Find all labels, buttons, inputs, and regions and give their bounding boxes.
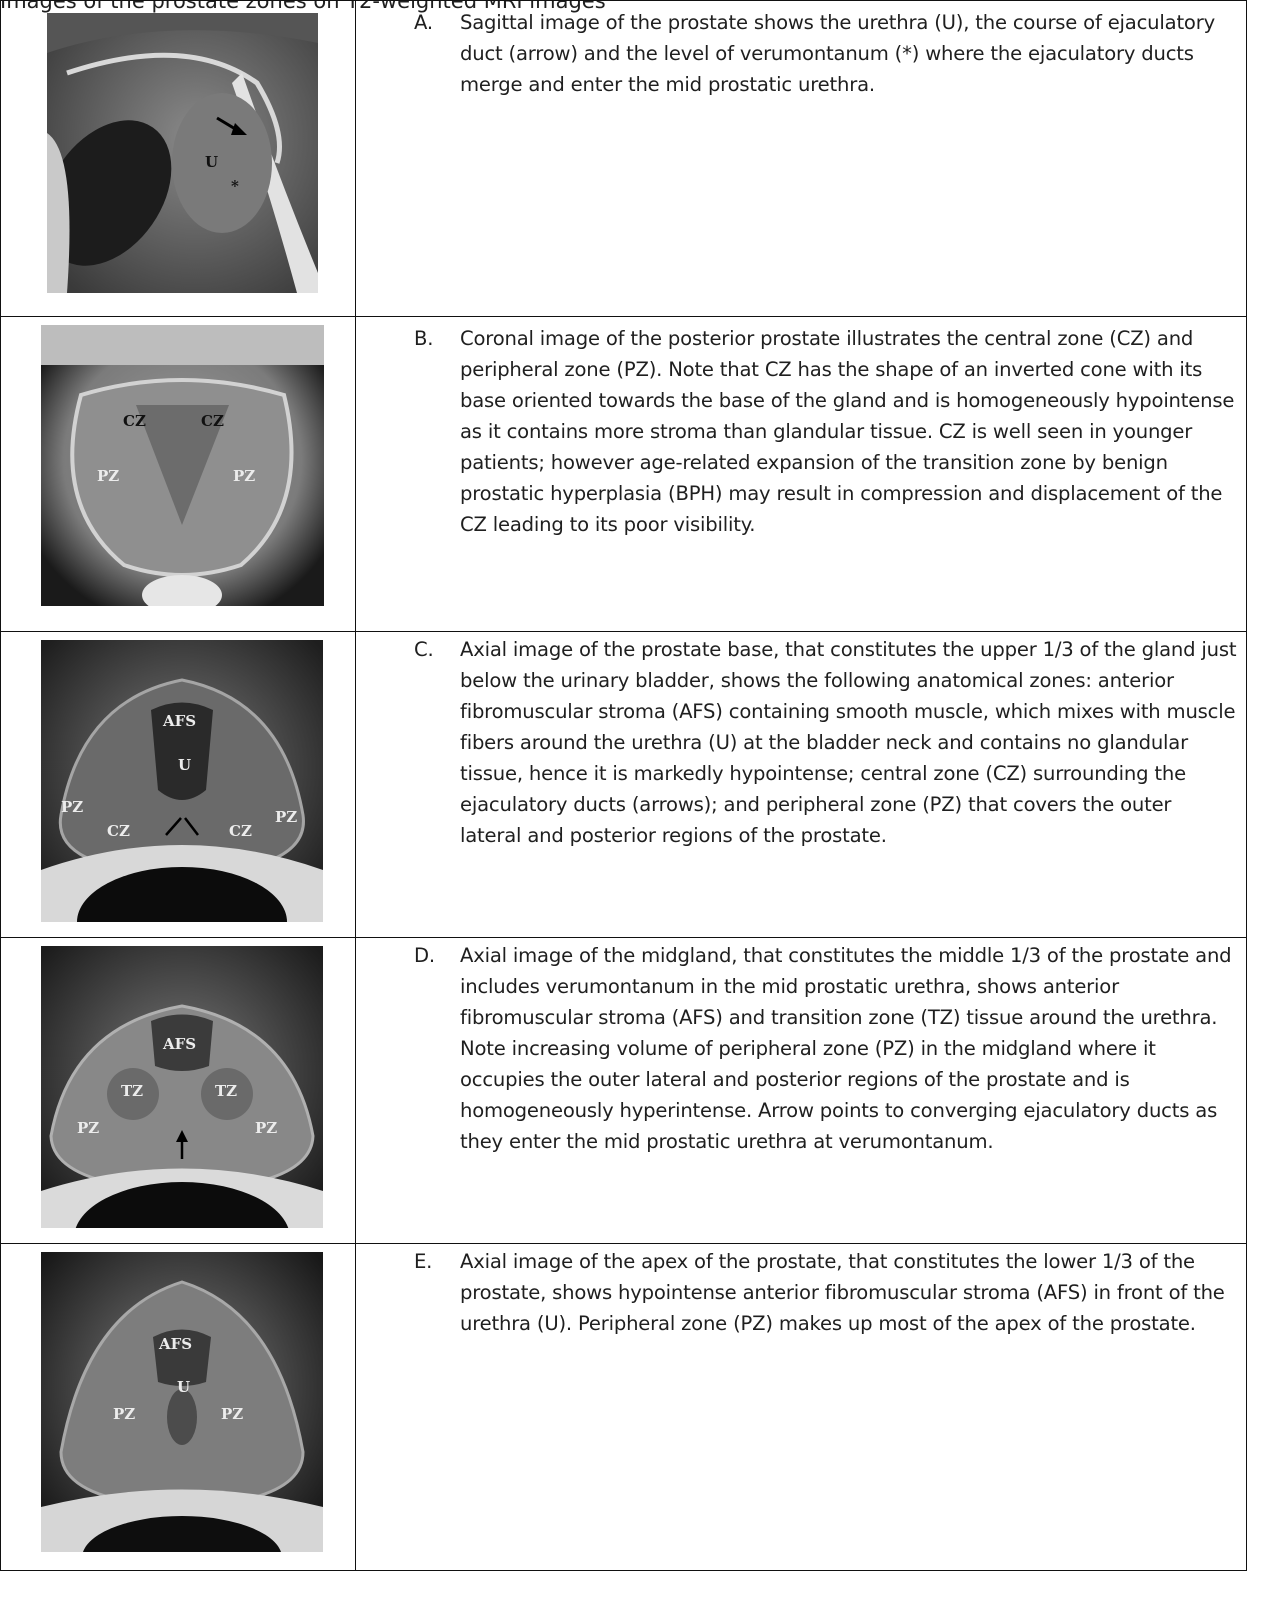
mri-label-cz-left: CZ [107,822,130,840]
table-row-c: AFS U PZ CZ CZ PZ C. Axial image of the … [0,631,1247,938]
caption-c: C. Axial image of the prostate base, tha… [414,634,1238,851]
mri-image-axial-base: AFS U PZ CZ CZ PZ [41,640,323,922]
text-cell-e: E. Axial image of the apex of the prosta… [355,1243,1247,1571]
mri-label-pz-left: PZ [77,1119,99,1137]
caption-letter-a: A. [414,11,433,34]
mri-label-u: U [205,153,218,171]
mri-label-asterisk: * [231,177,239,195]
caption-a: A. Sagittal image of the prostate shows … [414,7,1238,100]
caption-letter-c: C. [414,638,434,661]
mri-label-pz-right: PZ [275,808,297,826]
text-cell-a: A. Sagittal image of the prostate shows … [355,0,1247,317]
mri-label-pz-left: PZ [61,798,83,816]
text-cell-c: C. Axial image of the prostate base, tha… [355,631,1247,938]
text-cell-d: D. Axial image of the midgland, that con… [355,937,1247,1244]
mri-image-coronal: CZ CZ PZ PZ [41,325,324,606]
caption-letter-e: E. [414,1250,433,1273]
mri-label-cz-right: CZ [201,412,224,430]
mri-label-afs: AFS [162,712,196,730]
table-row-d: AFS TZ TZ PZ PZ D. Axial image of the mi… [0,937,1247,1244]
caption-text-c: Axial image of the prostate base, that c… [460,638,1237,847]
image-cell-d: AFS TZ TZ PZ PZ [0,937,356,1244]
caption-letter-b: B. [414,327,434,350]
table-row-a: U * A. Sagittal image of the prostate sh… [0,0,1247,317]
mri-label-cz-left: CZ [123,412,146,430]
mri-image-sagittal: U * [47,13,318,293]
mri-label-pz-right: PZ [221,1405,243,1423]
mri-label-afs: AFS [158,1335,192,1353]
mri-label-tz-left: TZ [121,1082,143,1100]
mri-label-pz-right: PZ [233,467,255,485]
image-cell-a: U * [0,0,356,317]
caption-d: D. Axial image of the midgland, that con… [414,940,1238,1157]
mri-label-u: U [177,1378,190,1396]
mri-label-pz-right: PZ [255,1119,277,1137]
mri-image-axial-midgland: AFS TZ TZ PZ PZ [41,946,323,1228]
mri-label-pz-left: PZ [97,467,119,485]
mri-label-tz-right: TZ [215,1082,237,1100]
caption-text-e: Axial image of the apex of the prostate,… [460,1250,1225,1335]
caption-text-b: Coronal image of the posterior prostate … [460,327,1235,536]
mri-image-axial-apex: AFS U PZ PZ [41,1252,323,1552]
mri-label-afs: AFS [162,1035,196,1053]
image-cell-c: AFS U PZ CZ CZ PZ [0,631,356,938]
caption-text-d: Axial image of the midgland, that consti… [460,944,1232,1153]
mri-label-u: U [178,756,191,774]
image-cell-b: CZ CZ PZ PZ [0,316,356,632]
table-row-e: AFS U PZ PZ E. Axial image of the apex o… [0,1243,1247,1571]
caption-letter-d: D. [414,944,435,967]
caption-b: B. Coronal image of the posterior prosta… [414,323,1238,540]
image-cell-e: AFS U PZ PZ [0,1243,356,1571]
text-cell-b: B. Coronal image of the posterior prosta… [355,316,1247,632]
mri-label-pz-left: PZ [113,1405,135,1423]
table-row-b: CZ CZ PZ PZ B. Coronal image of the post… [0,316,1247,632]
caption-text-a: Sagittal image of the prostate shows the… [460,11,1215,96]
caption-e: E. Axial image of the apex of the prosta… [414,1246,1238,1339]
mri-label-cz-right: CZ [229,822,252,840]
figure-table: U * A. Sagittal image of the prostate sh… [0,0,1247,1571]
